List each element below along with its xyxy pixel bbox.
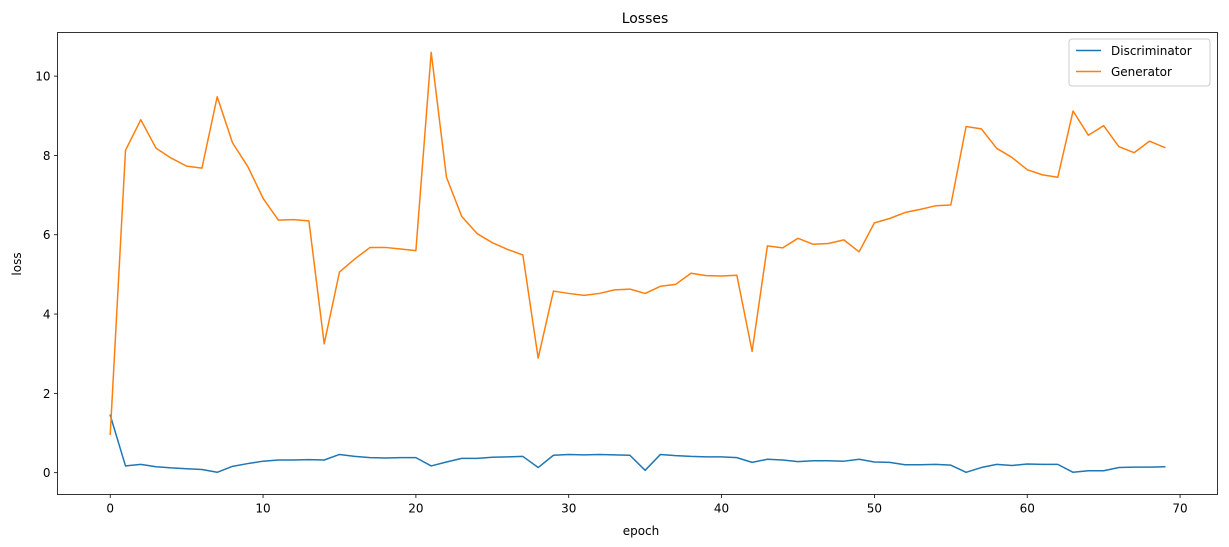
x-tick-label: 10	[255, 502, 270, 516]
x-tick-label: 40	[714, 502, 729, 516]
legend: Discriminator Generator	[1068, 38, 1211, 87]
x-axis-ticks: 0 10 20 30 40 50 60 70	[106, 494, 1188, 516]
y-axis-ticks: 0 2 4 6 8 10	[35, 70, 58, 480]
y-tick-label: 10	[35, 70, 50, 84]
y-tick-label: 6	[43, 228, 51, 242]
y-tick-label: 8	[43, 149, 51, 163]
series-line-generator	[109, 51, 1166, 436]
y-tick-label: 0	[43, 466, 51, 480]
plot-area-frame	[57, 32, 1218, 495]
y-tick-label: 4	[43, 308, 51, 322]
legend-box	[1068, 38, 1211, 87]
x-tick-label: 30	[561, 502, 576, 516]
x-tick-label: 20	[408, 502, 423, 516]
x-axis-label: epoch	[623, 524, 660, 538]
x-tick-label: 0	[106, 502, 114, 516]
legend-label: Generator	[1111, 65, 1172, 79]
series-line-discriminator	[109, 414, 1166, 474]
y-axis-label: loss	[10, 252, 24, 275]
x-tick-label: 50	[867, 502, 882, 516]
series-lines	[109, 51, 1166, 474]
legend-label: Discriminator	[1111, 44, 1192, 58]
chart-title: Losses	[622, 11, 669, 27]
x-tick-label: 60	[1020, 502, 1035, 516]
y-tick-label: 2	[43, 387, 51, 401]
x-tick-label: 70	[1172, 502, 1187, 516]
